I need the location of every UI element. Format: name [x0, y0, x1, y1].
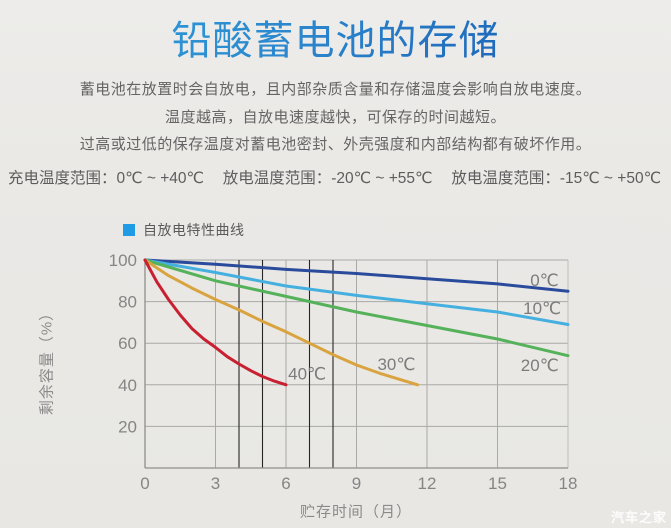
watermark: 汽车之家: [611, 510, 668, 525]
x-tick-label: 15: [488, 474, 507, 493]
y-tick-label: 80: [118, 293, 137, 312]
legend-swatch: [123, 224, 135, 236]
y-tick-label: 100: [109, 251, 137, 270]
storage-temp-range: 放电温度范围：-15℃ ~ +50℃: [451, 170, 661, 187]
legend-label: 自放电特性曲线: [143, 222, 245, 238]
series-label-20℃: 20℃: [521, 356, 559, 375]
x-tick-label: 0: [140, 474, 149, 493]
series-curve-0℃: [143, 258, 570, 293]
series-curve-40℃: [143, 258, 288, 387]
x-tick-label: 3: [211, 474, 220, 493]
x-tick-label: 6: [281, 474, 290, 493]
series-label-30℃: 30℃: [377, 355, 415, 374]
series-label-40℃: 40℃: [288, 364, 326, 383]
y-tick-label: 60: [118, 334, 137, 353]
series-curve-30℃: [143, 258, 420, 387]
x-tick-label: 9: [352, 474, 361, 493]
series-label-0℃: 0℃: [530, 271, 559, 290]
x-axis-title: 贮存时间（月）: [299, 503, 413, 521]
x-tick-label: 18: [559, 474, 578, 493]
series-label-10℃: 10℃: [523, 299, 561, 318]
x-tick-label: 12: [418, 474, 437, 493]
y-tick-label: 40: [118, 376, 137, 395]
page-title: 铅酸蓄电池的存储: [0, 8, 671, 66]
series-curve-10℃: [143, 258, 570, 326]
y-tick-label: 20: [118, 417, 137, 436]
y-axis-title: 剩余容量（%）: [38, 304, 56, 416]
discharge-temp-range: 放电温度范围：-20℃ ~ +55℃: [222, 170, 433, 187]
charge-temp-range: 充电温度范围：0℃ ~ +40℃: [8, 170, 204, 187]
series-curve-20℃: [143, 258, 570, 358]
paragraph-line-3: 过高或过低的保存温度对蓄电池密封、外壳强度和内部结构都有破坏作用。: [79, 136, 592, 153]
paragraph-line-2: 温度越高，自放电速度越快，可保存的时间越短。: [164, 109, 506, 126]
paragraph-line-1: 蓄电池在放置时会自放电，且内部杂质含量和存储温度会影响自放电速度。: [79, 81, 592, 98]
temperature-ranges: 充电温度范围：0℃ ~ +40℃ 放电温度范围：-20℃ ~ +55℃ 放电温度…: [0, 166, 671, 188]
chart-legend: 自放电特性曲线: [123, 220, 245, 240]
